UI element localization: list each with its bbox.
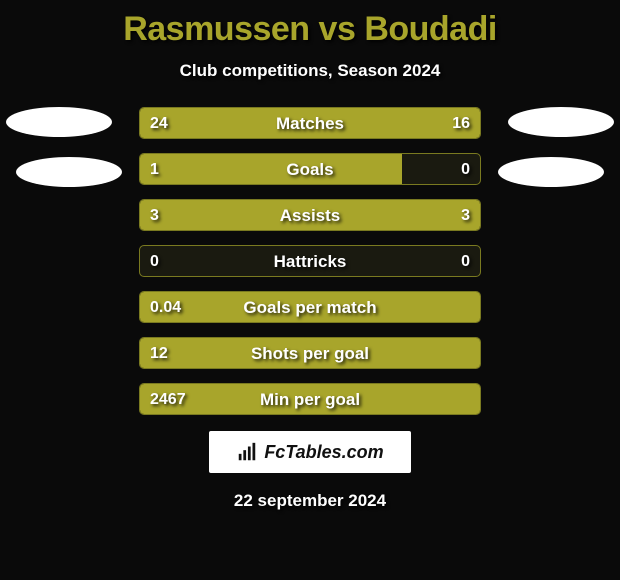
player-left-avatar-2 [16, 157, 122, 187]
stat-row: 24 Matches 16 [139, 107, 481, 139]
stat-row: 3 Assists 3 [139, 199, 481, 231]
stat-label: Matches [276, 108, 344, 139]
stat-value-left: 0 [150, 246, 159, 277]
stat-label: Goals per match [243, 292, 376, 323]
title-right: Boudadi [364, 10, 496, 48]
stat-value-right: 0 [461, 154, 470, 185]
title-vs: vs [319, 10, 356, 48]
stat-value-left: 1 [150, 154, 159, 185]
stat-label: Hattricks [274, 246, 347, 277]
page-title: Rasmussen vs Boudadi [0, 0, 620, 49]
subtitle: Club competitions, Season 2024 [0, 61, 620, 81]
stat-row: 0 Hattricks 0 [139, 245, 481, 277]
stat-row: 1 Goals 0 [139, 153, 481, 185]
stat-label: Assists [280, 200, 340, 231]
stat-value-left: 0.04 [150, 292, 181, 323]
stat-value-right: 16 [452, 108, 470, 139]
logo-text: FcTables.com [264, 442, 383, 463]
chart-icon [236, 441, 258, 463]
stat-value-left: 24 [150, 108, 168, 139]
stat-value-right: 3 [461, 200, 470, 231]
stat-value-left: 12 [150, 338, 168, 369]
title-left: Rasmussen [123, 10, 309, 48]
stat-value-left: 2467 [150, 384, 186, 415]
bar-fill-left [140, 154, 402, 184]
stat-label: Goals [286, 154, 333, 185]
site-logo: FcTables.com [209, 431, 411, 473]
stat-label: Min per goal [260, 384, 360, 415]
date-text: 22 september 2024 [0, 491, 620, 511]
stat-row: 2467 Min per goal [139, 383, 481, 415]
stat-value-left: 3 [150, 200, 159, 231]
stat-row: 0.04 Goals per match [139, 291, 481, 323]
player-right-avatar-1 [508, 107, 614, 137]
player-left-avatar-1 [6, 107, 112, 137]
stats-bars: 24 Matches 16 1 Goals 0 3 Assists 3 0 Hattricks 0 0.… [139, 107, 481, 415]
player-right-avatar-2 [498, 157, 604, 187]
stat-value-right: 0 [461, 246, 470, 277]
stat-row: 12 Shots per goal [139, 337, 481, 369]
stat-label: Shots per goal [251, 338, 369, 369]
